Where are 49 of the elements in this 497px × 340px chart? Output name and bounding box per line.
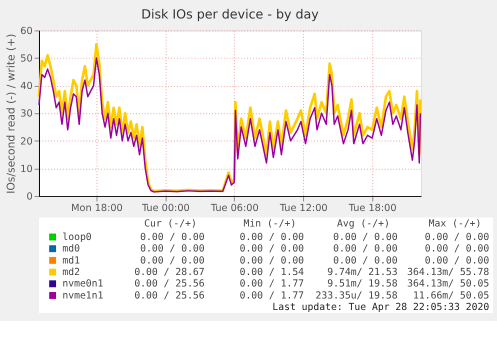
text: Last update: Tue Apr 28 22:05:33 2020 [272, 302, 490, 314]
text: 0.00 / 0.00 [140, 232, 205, 243]
text: 0.00 / 1.77 [240, 278, 304, 290]
text: 0.00 / 0.00 [140, 244, 205, 255]
text: 0.00 / 0.00 [333, 232, 398, 243]
legend-label: nvme1n1 [62, 290, 104, 302]
text: 11.66m/ 50.05 [413, 290, 490, 302]
text: 0.00 / 1.77 [240, 290, 304, 302]
y-tick-label: 30 [20, 108, 33, 120]
text: 0.00 / 0.00 [240, 244, 304, 255]
text: 233.35u/ 19.58 [316, 290, 398, 302]
text: Cur (-/+) [144, 218, 197, 230]
text: 9.51m/ 19.58 [327, 278, 398, 290]
text: 364.13m/ 50.05 [407, 278, 490, 290]
x-tick-label: Mon 18:00 [71, 203, 123, 214]
text: 0.00 / 25.56 [134, 278, 205, 290]
legend-label: nvme0n1 [62, 278, 104, 290]
text: 0.00 / 0.00 [240, 232, 304, 243]
x-tick-label: Tue 12:00 [278, 203, 328, 214]
y-tick-label: 0 [26, 191, 33, 202]
legend-label: loop0 [62, 232, 92, 243]
text: Avg (-/+) [337, 218, 390, 230]
x-tick-label: Tue 00:00 [140, 203, 190, 214]
x-tick-label: Tue 06:00 [210, 203, 259, 214]
text: 0.00 / 25.56 [134, 290, 205, 302]
legend-label: md2 [62, 267, 80, 278]
text: 0.00 / 0.00 [424, 232, 490, 243]
text: 0.00 / 28.67 [134, 267, 205, 278]
y-tick-label: 60 [20, 26, 33, 37]
text: 0.00 / 0.00 [333, 244, 398, 255]
y-tick-label: 40 [20, 81, 33, 92]
y-tick-label: 50 [20, 53, 33, 64]
text: Min (-/+) [244, 218, 296, 230]
text: 0.00 / 0.00 [140, 255, 205, 266]
text: 364.13m/ 55.78 [407, 267, 490, 278]
y-tick-label: 20 [20, 136, 33, 148]
y-axis-title: IOs/second read (-) / write (+) [4, 34, 18, 194]
text: 0.00 / 0.00 [240, 255, 304, 266]
x-tick-label: Tue 18:00 [348, 203, 397, 214]
legend-label: md0 [62, 244, 80, 255]
chart-title: Disk IOs per device - by day [141, 6, 320, 22]
legend-label: md1 [62, 255, 80, 266]
text: 0.00 / 1.54 [240, 267, 304, 278]
y-tick-label: 10 [20, 164, 33, 175]
text: 9.74m/ 21.53 [327, 267, 398, 278]
text: 0.00 / 0.00 [424, 255, 490, 266]
text: Max (-/+) [428, 218, 482, 230]
text: 0.00 / 0.00 [333, 255, 398, 266]
text: 0.00 / 0.00 [424, 244, 490, 255]
